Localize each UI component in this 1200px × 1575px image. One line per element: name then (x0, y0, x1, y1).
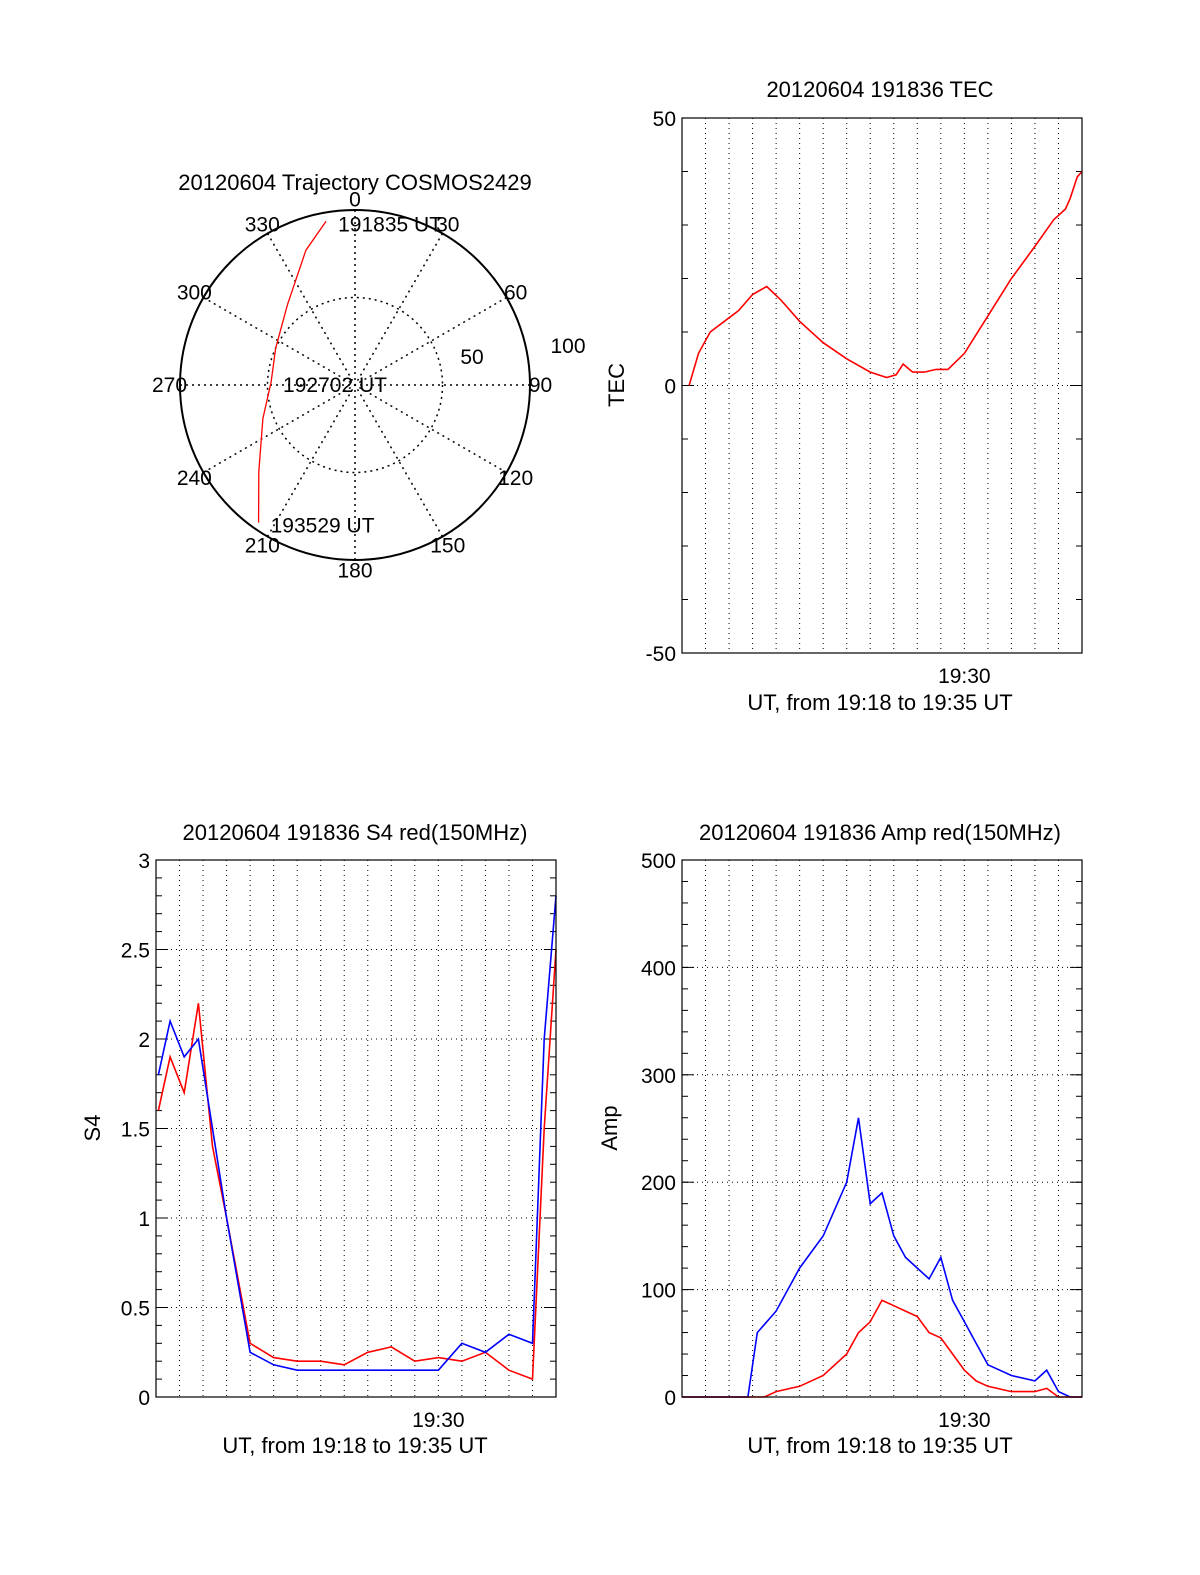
plot-frame (155, 859, 557, 1398)
y-tick-label: 1 (138, 1208, 150, 1231)
plot-frame (681, 859, 1083, 1398)
y-tick-label: 500 (641, 850, 676, 873)
polar-elevation-ring (266, 296, 444, 474)
azimuth-label: 180 (337, 560, 372, 583)
y-tick-label: 2.5 (121, 940, 150, 963)
y-tick-label: 0 (138, 1387, 150, 1410)
x-tick-label: 19:30 (412, 1409, 465, 1432)
azimuth-label: 300 (177, 281, 212, 304)
azimuth-label: 60 (504, 281, 527, 304)
y-tick-label: 0 (664, 376, 676, 399)
azimuth-label: 30 (436, 213, 459, 236)
tec-ylabel: TEC (604, 363, 629, 407)
radius-label: 100 (550, 335, 585, 358)
y-tick-label: 100 (641, 1280, 676, 1303)
amp-title: 20120604 191836 Amp red(150MHz) (699, 820, 1061, 845)
amp-chart: 20120604 191836 Amp red(150MHz) UT, from… (597, 820, 1083, 1458)
y-tick-label: 400 (641, 957, 676, 980)
series-line-0 (688, 170, 1083, 386)
y-tick-label: 2 (138, 1029, 150, 1052)
s4-title: 20120604 191836 S4 red(150MHz) (183, 820, 528, 845)
trajectory-annotation: 192702 UT (283, 374, 387, 397)
trajectory-annotation: 193529 UT (271, 515, 375, 538)
azimuth-label: 270 (152, 374, 187, 397)
azimuth-label: 120 (498, 467, 533, 490)
series-line-0 (682, 1117, 1082, 1398)
amp-ylabel: Amp (597, 1105, 622, 1150)
y-tick-label: 3 (138, 850, 150, 873)
y-tick-label: 1.5 (121, 1119, 150, 1142)
y-tick-label: 0 (664, 1387, 676, 1410)
trajectory-polar-chart: 20120604 Trajectory COSMOS2429 0 30 60 90 12… (152, 170, 586, 583)
trajectory-line (257, 220, 327, 523)
series-line-1 (682, 1299, 1082, 1398)
series-line-0 (157, 949, 557, 1381)
y-tick-label: -50 (646, 643, 676, 666)
s4-ylabel: S4 (80, 1115, 105, 1142)
series-line-1 (157, 895, 557, 1371)
azimuth-label: 330 (245, 213, 280, 236)
azimuth-label: 240 (177, 467, 212, 490)
azimuth-label: 210 (245, 535, 280, 558)
tec-xlabel: UT, from 19:18 to 19:35 UT (747, 690, 1012, 715)
y-tick-label: 0.5 (121, 1298, 150, 1321)
y-tick-label: 300 (641, 1065, 676, 1088)
s4-xlabel: UT, from 19:18 to 19:35 UT (222, 1433, 487, 1458)
polar-spoke (266, 233, 444, 537)
azimuth-label: 90 (529, 374, 552, 397)
x-tick-label: 19:30 (938, 1409, 991, 1432)
amp-xlabel: UT, from 19:18 to 19:35 UT (747, 1433, 1012, 1458)
radius-label: 50 (460, 346, 483, 369)
y-tick-label: 200 (641, 1172, 676, 1195)
azimuth-label: 150 (430, 535, 465, 558)
azimuth-label: 0 (349, 189, 361, 212)
x-tick-label: 19:30 (938, 665, 991, 688)
plot-frame (681, 117, 1083, 654)
trajectory-title: 20120604 Trajectory COSMOS2429 (178, 170, 531, 195)
trajectory-annotation: 191835 UT (338, 213, 442, 236)
s4-chart: 20120604 191836 S4 red(150MHz) UT, from … (80, 820, 557, 1458)
tec-chart: 20120604 191836 TEC UT, from 19:18 to 19… (604, 77, 1083, 715)
tec-title: 20120604 191836 TEC (766, 77, 993, 102)
y-tick-label: 50 (653, 108, 676, 131)
